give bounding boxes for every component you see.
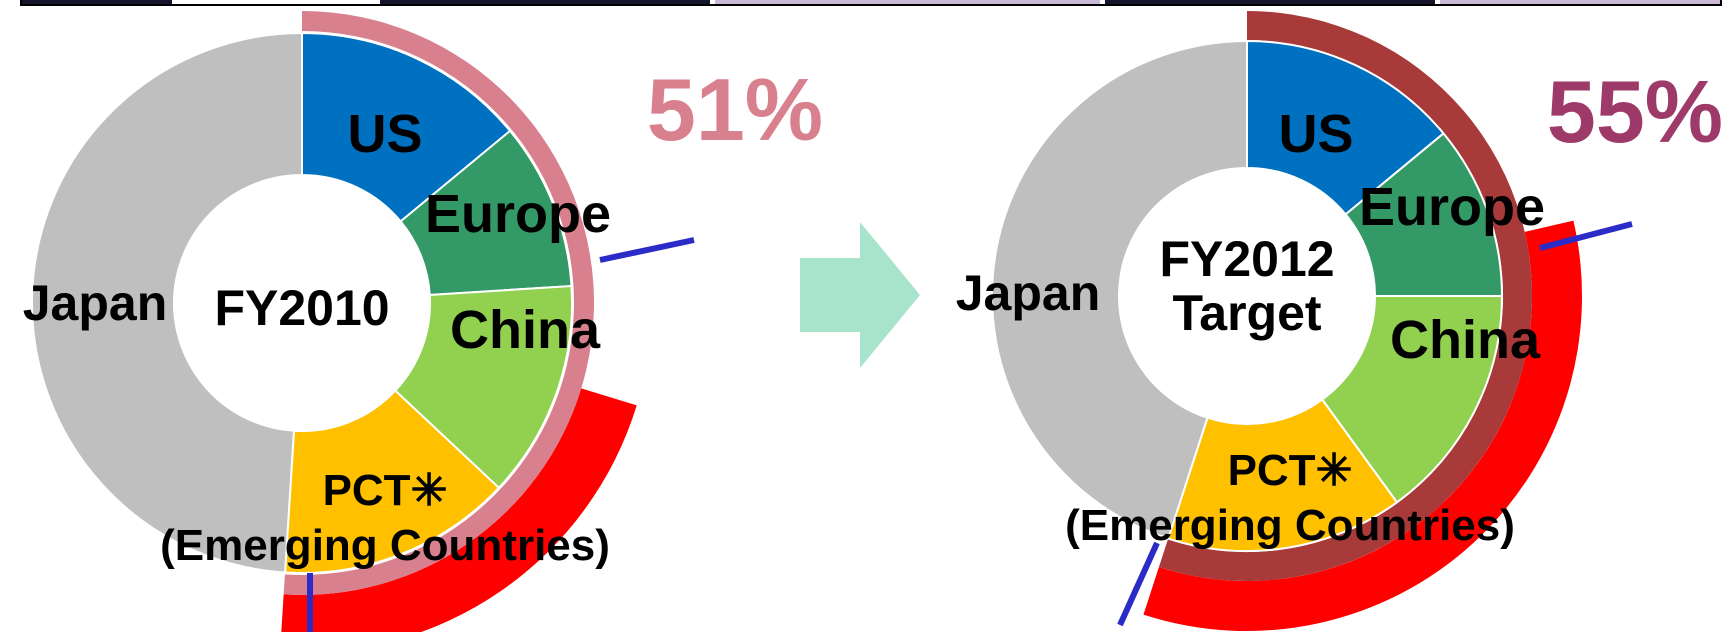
outer-band: [1143, 220, 1582, 632]
donut-hole: [1119, 168, 1375, 424]
share-marker-line: [1117, 541, 1160, 627]
segment-label: US: [347, 104, 422, 164]
segment-label: Japan: [956, 265, 1101, 321]
share-marker-line: [1539, 221, 1633, 251]
outer-band: [281, 388, 637, 632]
center-label: Target: [1172, 285, 1321, 341]
transition-arrow-icon: [800, 222, 920, 368]
top-strip-segment: [1105, 0, 1435, 6]
top-strip-frame: [20, 0, 1722, 6]
top-strip-segment: [22, 0, 172, 6]
center-label: FY2010: [214, 280, 389, 336]
segment-label: (Emerging Countries): [160, 521, 610, 570]
segment-label: PCT✳: [323, 466, 448, 515]
top-strip-segment: [1440, 0, 1722, 6]
segment-label: US: [1278, 104, 1353, 164]
donut-hole: [174, 175, 430, 431]
overseas-share-label: 51%: [647, 60, 823, 159]
segment-label: Japan: [23, 275, 168, 331]
overseas-share-label: 55%: [1547, 62, 1722, 161]
segment-label: (Emerging Countries): [1065, 501, 1515, 550]
segment-label: China: [450, 300, 601, 360]
segment-label: PCT✳: [1228, 446, 1353, 495]
segment-label: Europe: [425, 184, 611, 244]
top-strip-segment: [380, 0, 710, 6]
top-strip: [0, 0, 1722, 10]
segment-label: Europe: [1359, 177, 1545, 237]
slice-us: [301, 31, 512, 223]
center-label: FY2012: [1159, 231, 1334, 287]
share-marker-line: [599, 237, 695, 263]
segment-label: China: [1390, 310, 1541, 370]
top-strip-segment: [715, 0, 1100, 6]
